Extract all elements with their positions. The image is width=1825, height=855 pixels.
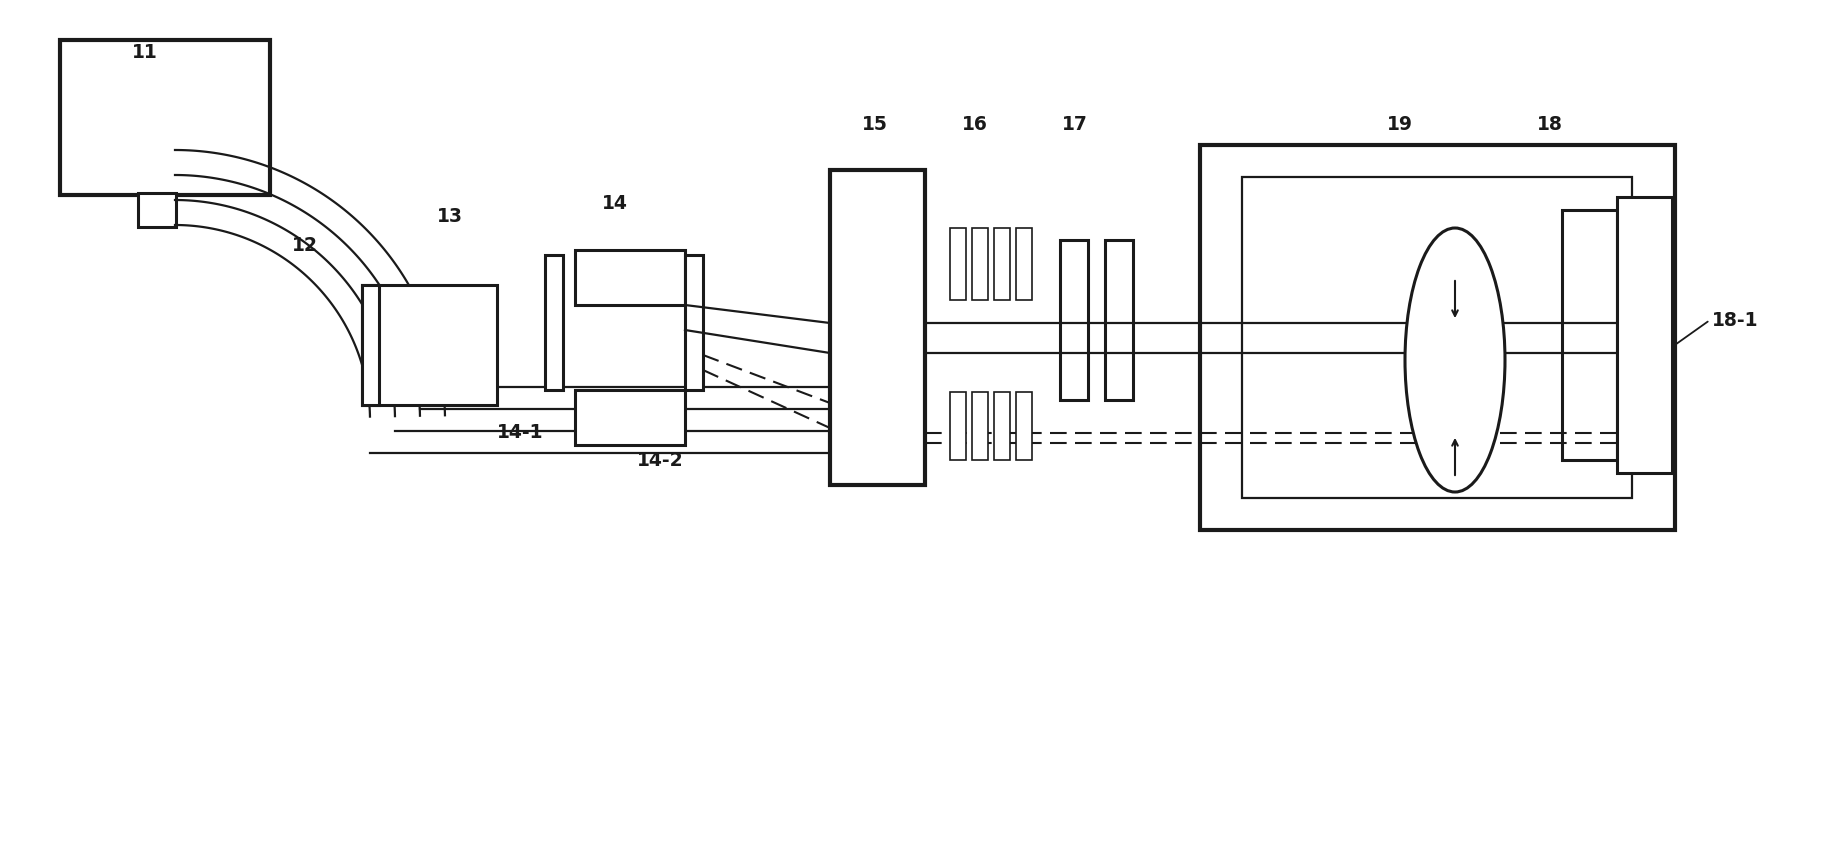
Text: 16: 16 (962, 115, 987, 134)
Bar (973, 228, 987, 300)
Bar (60, 40, 270, 195)
Bar (995, 392, 1009, 460)
Bar (830, 170, 925, 485)
Bar (1017, 228, 1031, 300)
Bar (361, 285, 380, 405)
Bar (1017, 392, 1031, 460)
Text: 11: 11 (131, 44, 159, 62)
Text: 14-2: 14-2 (637, 451, 683, 469)
Bar (1243, 177, 1632, 498)
Bar (139, 193, 175, 227)
Text: 14-1: 14-1 (496, 423, 544, 443)
Bar (361, 285, 496, 405)
Bar (1617, 197, 1672, 473)
Bar (546, 255, 562, 390)
Bar (1562, 210, 1617, 460)
Bar (1060, 240, 1088, 400)
Bar (995, 228, 1009, 300)
Text: 15: 15 (861, 115, 889, 134)
Bar (575, 250, 684, 305)
Text: 13: 13 (436, 208, 464, 227)
Text: 12: 12 (292, 235, 318, 255)
Text: 14: 14 (602, 193, 628, 213)
Text: 18-1: 18-1 (1712, 310, 1757, 329)
Bar (973, 392, 987, 460)
Ellipse shape (1405, 228, 1506, 492)
Bar (1201, 145, 1675, 530)
Bar (951, 392, 965, 460)
Bar (951, 228, 965, 300)
Bar (1104, 240, 1133, 400)
Text: 18: 18 (1537, 115, 1562, 134)
Bar (575, 390, 684, 445)
Text: 19: 19 (1387, 115, 1413, 134)
Bar (684, 255, 703, 390)
Text: 17: 17 (1062, 115, 1088, 134)
